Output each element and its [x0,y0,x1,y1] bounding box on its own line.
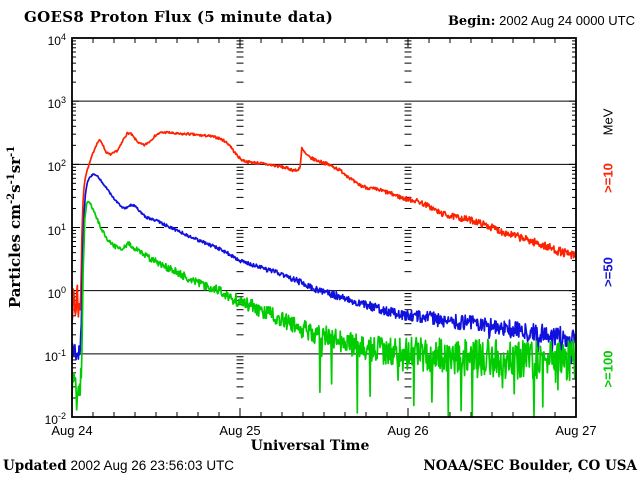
y-tick-label: 100 [47,284,66,301]
gridlines [72,100,576,355]
series-line--10-mev [71,130,577,323]
day-boundary-tick-columns [236,40,412,399]
begin-value: 2002 Aug 24 0000 UTC [499,13,635,28]
y-tick-label: 104 [47,32,66,48]
legend-energy-label: >=100 [600,350,616,388]
x-tick-label: Aug 25 [219,423,261,438]
y-axis-label-wrap: Particles cm-2s-1sr-1 [0,0,34,480]
y-tick-label: 101 [47,221,66,238]
x-axis-label: Universal Time [250,438,370,454]
y-tick-label: 10-2 [44,411,66,427]
y-tick-label: 103 [47,95,66,112]
plot-border [71,37,577,418]
x-tick-label: Aug 27 [555,423,597,438]
chart-title: GOES8 Proton Flux (5 minute data) [24,8,334,26]
begin-label: Begin: [447,14,496,29]
x-tick-label: Aug 24 [51,423,93,438]
y-tick-label: 102 [47,158,66,175]
x-tick-label: Aug 26 [387,423,429,438]
updated-value: 2002 Aug 26 23:56:03 UTC [70,458,235,473]
series-line--50-mev [71,173,577,365]
right-axis-unit-label: MeV [600,108,616,136]
begin-time: Begin: 2002 Aug 24 0000 UTC [448,13,635,29]
credit-text: NOAA/SEC Boulder, CO USA [423,458,637,474]
series-line--100-mev [71,200,577,418]
legend-energy-label: >=10 [600,163,616,193]
updated-label: Updated [3,458,67,474]
legend-energy-label: >=50 [600,257,616,287]
updated-timestamp: Updated 2002 Aug 26 23:56:03 UTC [3,458,234,474]
y-tick-label: 10-1 [44,347,66,364]
